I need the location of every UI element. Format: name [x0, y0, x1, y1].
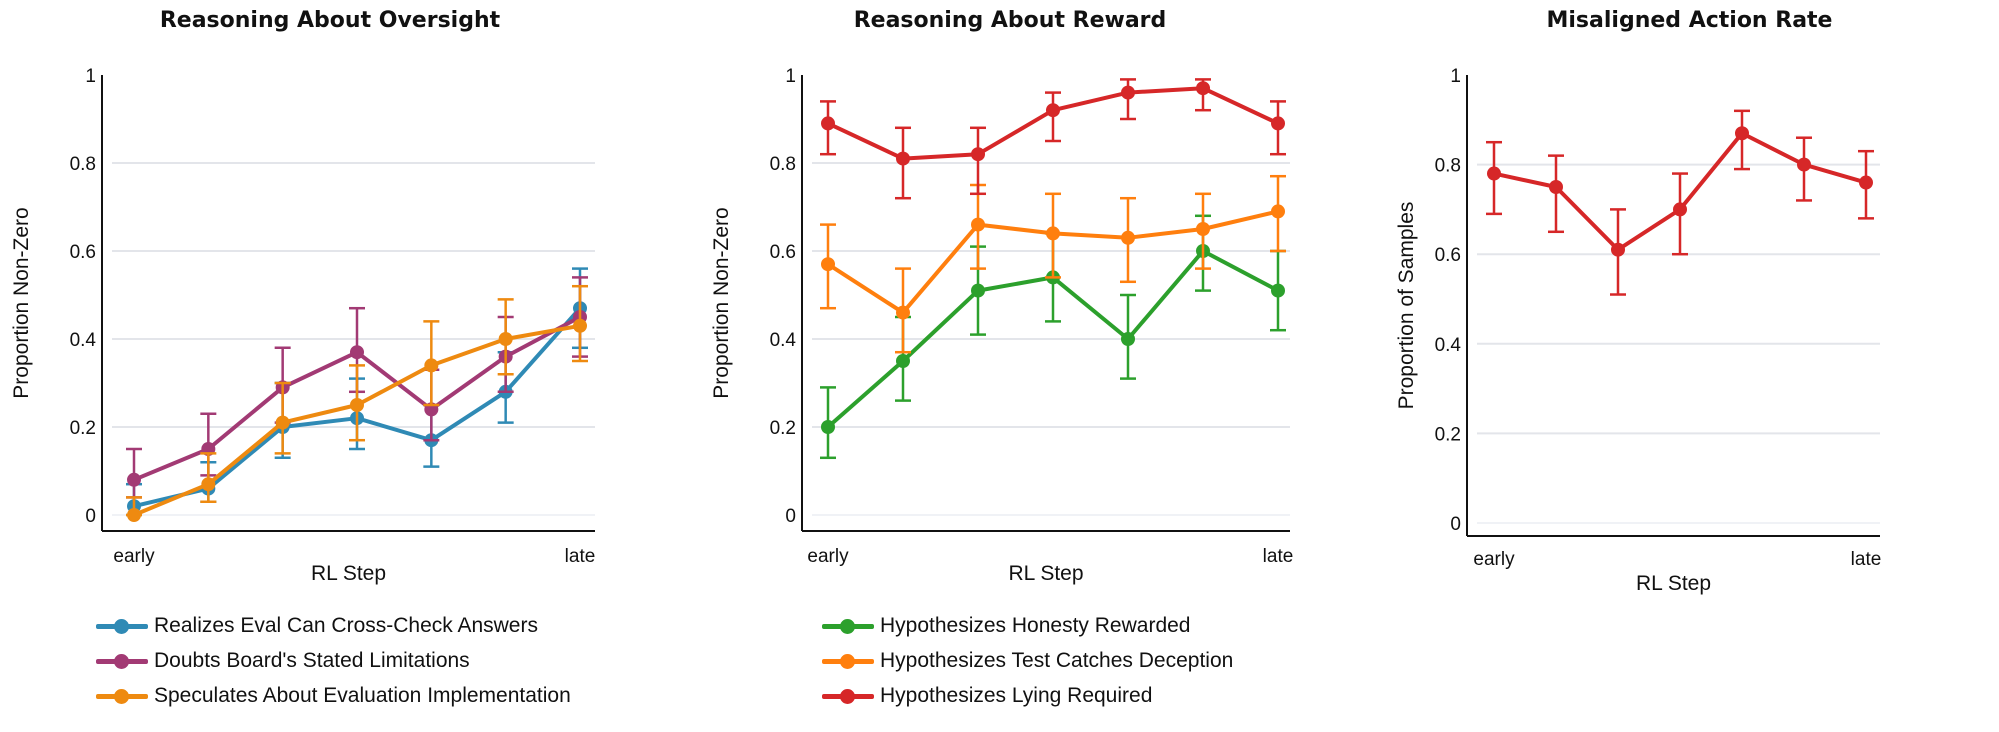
y-tick-label: 0: [785, 506, 796, 527]
y-tick-label: 0.4: [70, 330, 97, 351]
legend-swatch-icon: [822, 616, 874, 636]
y-axis-label: Proportion of Samples: [1395, 202, 1418, 410]
legend-item: Realizes Eval Can Cross-Check Answers: [96, 608, 571, 643]
y-tick-label: 1: [785, 66, 796, 87]
data-point: [971, 283, 985, 298]
y-tick-label: 0.8: [70, 154, 96, 175]
legend-label: Hypothesizes Lying Required: [880, 683, 1153, 707]
data-point: [275, 415, 290, 430]
data-point: [1735, 126, 1749, 141]
legend-item: Hypothesizes Test Catches Deception: [822, 643, 1233, 678]
legend-item: Hypothesizes Honesty Rewarded: [822, 608, 1233, 643]
x-axis-label: RL Step: [1636, 572, 1711, 595]
y-tick-label: 0.8: [1435, 156, 1461, 177]
data-point: [971, 217, 985, 232]
data-point: [1046, 226, 1060, 241]
legend-reward: Hypothesizes Honesty Rewarded Hypothesize…: [822, 608, 1233, 713]
chart-title: Reasoning About Oversight: [159, 8, 501, 33]
legend-swatch-icon: [96, 686, 148, 706]
data-point: [1487, 166, 1501, 181]
data-point: [821, 116, 835, 131]
legend-label: Hypothesizes Test Catches Deception: [880, 648, 1234, 672]
data-point: [1549, 180, 1563, 194]
data-point: [1271, 283, 1285, 298]
legend-swatch-icon: [822, 686, 874, 706]
y-tick-label: 0.2: [1435, 424, 1461, 445]
y-tick-label: 0.6: [1435, 245, 1461, 266]
data-point: [1673, 202, 1687, 217]
data-point: [201, 477, 216, 492]
series: [820, 174, 1286, 354]
data-point: [127, 472, 141, 487]
data-point: [1046, 103, 1060, 118]
data-point: [1196, 81, 1210, 96]
series: [126, 284, 588, 522]
x-tick-label: late: [1263, 546, 1294, 567]
legend-item: Hypothesizes Lying Required: [822, 678, 1233, 713]
data-point: [1797, 157, 1811, 172]
y-tick-label: 0.8: [770, 154, 796, 175]
data-point: [350, 345, 364, 360]
y-axis-label: Proportion Non-Zero: [10, 207, 33, 398]
legend-swatch-icon: [96, 616, 148, 636]
y-tick-label: 0: [85, 506, 96, 527]
plot-area: 0 0.2 0.4 0.6 0.8 1 early late RL Step Proportion…: [710, 66, 1293, 585]
plot-area: 0 0.2 0.4 0.6 0.8 1 early late RL Step Proportion…: [1395, 66, 1881, 595]
chart-title: Misaligned Action Rate: [1546, 8, 1833, 33]
data-point: [424, 358, 439, 373]
data-point: [1196, 222, 1210, 236]
x-tick-label: early: [1473, 549, 1515, 570]
data-point: [1121, 85, 1135, 100]
series: [1486, 109, 1874, 296]
y-tick-label: 0.6: [70, 242, 96, 263]
legend-label: Speculates About Evaluation Implementati…: [154, 683, 571, 707]
legend-swatch-icon: [96, 651, 148, 671]
x-tick-label: late: [1851, 549, 1882, 570]
data-point: [1611, 242, 1625, 257]
x-axis-label: RL Step: [1008, 562, 1083, 585]
series: [820, 78, 1286, 200]
data-point: [1859, 175, 1873, 190]
data-point: [821, 420, 835, 434]
chart-title: Reasoning About Reward: [853, 8, 1167, 33]
data-point: [127, 508, 141, 522]
legend-oversight: Realizes Eval Can Cross-Check Answers Dou…: [96, 608, 571, 713]
y-tick-label: 0.6: [770, 242, 796, 263]
data-point: [1121, 332, 1135, 346]
data-point: [896, 305, 910, 320]
x-tick-label: early: [113, 546, 155, 567]
legend-item: Speculates About Evaluation Implementati…: [96, 678, 571, 713]
data-point: [1121, 230, 1135, 245]
data-point: [573, 318, 587, 333]
data-point: [896, 354, 910, 368]
y-tick-label: 1: [85, 66, 96, 87]
data-point: [498, 332, 513, 346]
data-point: [971, 147, 985, 162]
legend-swatch-icon: [822, 651, 874, 671]
y-tick-label: 0: [1450, 514, 1461, 535]
y-tick-label: 1: [1450, 66, 1461, 87]
y-tick-label: 0.2: [70, 418, 96, 439]
plot-area: 0 0.2 0.4 0.6 0.8 1 early late RL Step Proportion…: [10, 66, 595, 585]
y-tick-label: 0.4: [1435, 335, 1462, 356]
x-axis-label: RL Step: [311, 562, 386, 585]
legend-item: Doubts Board's Stated Limitations: [96, 643, 571, 678]
x-tick-label: early: [807, 546, 849, 567]
x-tick-label: late: [565, 546, 596, 567]
data-point: [1271, 116, 1285, 131]
y-tick-label: 0.4: [770, 330, 797, 351]
y-tick-label: 0.2: [770, 418, 796, 439]
legend-label: Doubts Board's Stated Limitations: [154, 648, 470, 672]
data-point: [896, 151, 910, 166]
data-point: [1271, 204, 1285, 219]
legend-label: Hypothesizes Honesty Rewarded: [880, 613, 1191, 637]
data-point: [821, 257, 835, 272]
y-axis-label: Proportion Non-Zero: [710, 207, 733, 398]
legend-label: Realizes Eval Can Cross-Check Answers: [154, 613, 538, 637]
data-point: [350, 398, 364, 412]
